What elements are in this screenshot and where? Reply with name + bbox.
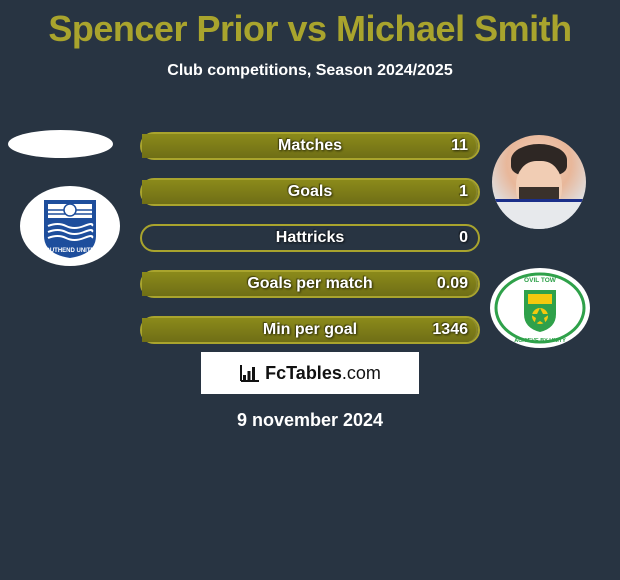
footer-date: 9 november 2024 [0,410,620,431]
stat-row: Hattricks 0 [140,224,480,252]
svg-text:OVIL TOW: OVIL TOW [524,277,557,284]
club-badge-left: SOUTHEND UNITED [20,186,120,266]
stat-value-right: 1346 [432,321,468,339]
stat-label: Min per goal [263,321,357,339]
brand-text: FcTables.com [265,363,381,384]
stat-value-right: 0.09 [437,275,468,293]
brand-box[interactable]: FcTables.com [201,352,419,394]
player-right-avatar [492,135,586,229]
bar-chart-icon [239,363,261,383]
stat-row: Matches 11 [140,132,480,160]
page-title: Spencer Prior vs Michael Smith [0,0,620,50]
stat-label: Goals per match [247,275,372,293]
stat-label: Hattricks [276,229,344,247]
svg-text:SOUTHEND UNITED: SOUTHEND UNITED [41,248,99,254]
comparison-bars: Matches 11 Goals 1 Hattricks 0 Goals per match… [140,132,480,362]
stat-value-right: 1 [459,183,468,201]
stat-row: Min per goal 1346 [140,316,480,344]
stat-value-right: 0 [459,229,468,247]
stat-row: Goals per match 0.09 [140,270,480,298]
player-left-avatar [8,130,113,158]
stat-row: Goals 1 [140,178,480,206]
stat-label: Goals [288,183,332,201]
club-badge-right: OVIL TOW ACHIEVE BY UNITY [490,268,590,348]
svg-text:ACHIEVE BY UNITY: ACHIEVE BY UNITY [514,338,566,344]
stat-label: Matches [278,137,342,155]
avatar-collar [492,199,586,229]
southend-badge-icon: SOUTHEND UNITED [20,186,120,266]
stat-value-right: 11 [451,137,468,155]
brand-domain: .com [342,363,381,383]
page-subtitle: Club competitions, Season 2024/2025 [0,62,620,80]
yeovil-badge-icon: OVIL TOW ACHIEVE BY UNITY [490,268,590,348]
brand-main: FcTables [265,363,342,383]
